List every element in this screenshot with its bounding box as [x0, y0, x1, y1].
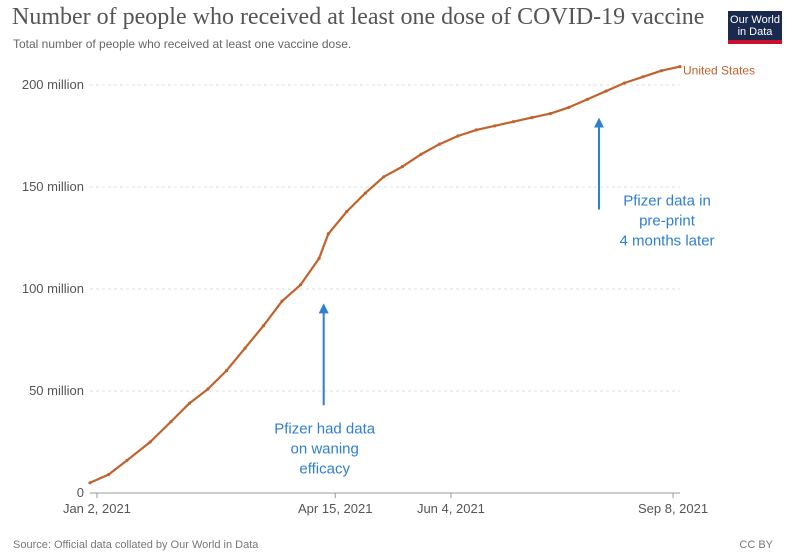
data-point [511, 120, 515, 124]
data-point [224, 369, 229, 373]
data-point [106, 473, 111, 477]
y-tick-label: 100 million [22, 281, 84, 296]
data-point [326, 232, 330, 236]
chart-title: Number of people who received at least o… [12, 4, 705, 30]
data-point [88, 481, 92, 485]
data-point [148, 440, 152, 444]
data-point [280, 299, 284, 303]
source-note[interactable]: Source: Official data collated by Our Wo… [13, 539, 259, 551]
y-tick-label: 200 million [22, 77, 84, 92]
data-point [678, 65, 682, 69]
logo-line-1: Our World [730, 14, 780, 26]
data-point [345, 209, 349, 214]
data-point [419, 152, 423, 156]
y-tick-label: 0 [77, 485, 84, 500]
data-point [187, 401, 192, 405]
data-point [261, 324, 266, 328]
series-line-united-states [88, 65, 682, 484]
data-point [530, 116, 534, 120]
y-tick-label: 150 million [22, 179, 84, 194]
data-point [382, 175, 386, 179]
annotation-text: Pfizer had data on waning efficacy [274, 420, 376, 477]
data-point [400, 165, 404, 169]
y-tick-label: 50 million [29, 383, 84, 398]
chart-subtitle: Total number of people who received at l… [13, 37, 352, 51]
data-point [206, 387, 210, 391]
data-point [641, 75, 645, 79]
data-point [298, 283, 303, 287]
x-tick-label: Jan 2, 2021 [63, 501, 131, 516]
data-point [243, 346, 247, 350]
data-point [548, 112, 553, 116]
license-label[interactable]: CC BY [739, 539, 773, 551]
data-point [474, 128, 478, 132]
x-tick-label: Sep 8, 2021 [638, 501, 708, 516]
data-point [363, 191, 367, 195]
data-point [456, 134, 460, 138]
data-point [567, 105, 571, 109]
data-point [659, 69, 664, 73]
annotation-text: Pfizer data in pre-print 4 months later [619, 193, 714, 250]
data-point [604, 89, 608, 93]
data-point [585, 97, 590, 101]
data-point [437, 142, 441, 146]
data-point [125, 458, 129, 462]
data-point [317, 256, 321, 260]
data-point [622, 81, 627, 85]
logo-line-2: in Data [737, 26, 773, 38]
series-label: United States [683, 64, 755, 78]
data-point [169, 420, 173, 424]
x-tick-label: Apr 15, 2021 [298, 501, 372, 516]
owid-logo[interactable]: Our World in Data [728, 11, 782, 44]
x-tick-label: Jun 4, 2021 [417, 501, 485, 516]
data-point [493, 124, 497, 128]
